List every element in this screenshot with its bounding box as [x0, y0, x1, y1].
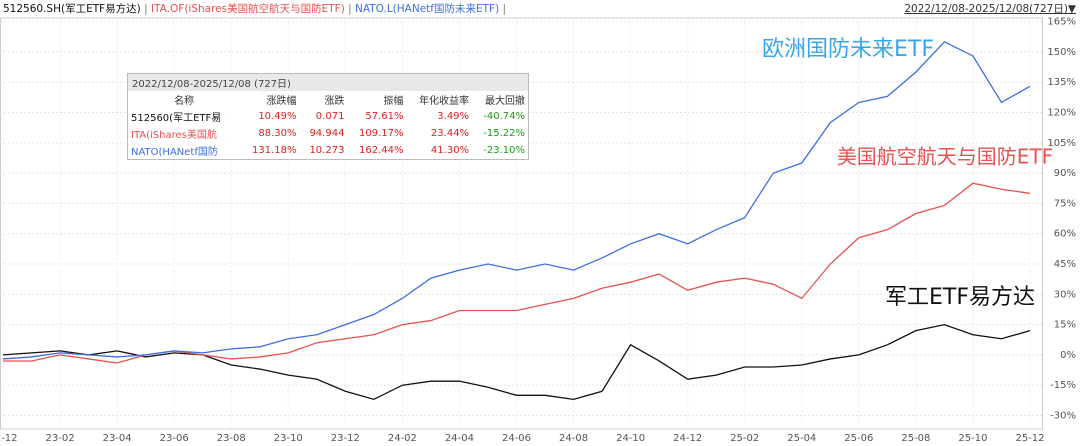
table-cell: 10.49%: [258, 111, 297, 122]
stats-title: 2022/12/08-2025/12/08 (727日): [128, 74, 528, 91]
plot-frame: [0, 17, 1043, 430]
row-name: NATO(HANetf国防: [131, 147, 218, 158]
date-range[interactable]: 2022/12/08-2025/12/08(727日)▼: [904, 3, 1076, 15]
header-row: 名称 涨跌幅 涨跌 振幅 年化收益率 最大回撤: [128, 91, 528, 108]
x-tick-label: 24-10: [616, 433, 645, 444]
y-tick-label: 105%: [1047, 138, 1076, 149]
y-tick-label: 120%: [1047, 108, 1076, 119]
separator: |: [140, 3, 151, 15]
table-cell: 0.071: [315, 111, 345, 122]
table-cell: 3.49%: [437, 111, 470, 122]
table-cell: -40.74%: [483, 111, 525, 122]
y-tick-label: 150%: [1047, 47, 1076, 58]
x-tick-label: 23-08: [217, 433, 246, 444]
table-cell: 88.30%: [258, 128, 297, 139]
y-tick-label: 0%: [1060, 350, 1076, 361]
column-header: 振幅: [383, 96, 404, 107]
y-tick-label: 60%: [1054, 229, 1076, 240]
annotation: 美国航空航天与国防ETF: [837, 145, 1053, 169]
y-tick-label: 135%: [1047, 77, 1076, 88]
column-header: 最大回撤: [485, 96, 525, 107]
table-cell: 131.18%: [251, 145, 297, 156]
table-cell: 41.30%: [430, 145, 470, 156]
x-tick-label: 24-08: [559, 433, 588, 444]
table-row: NATO(HANetf国防 131.18% 10.273 162.44% 41.30% -…: [128, 142, 528, 159]
table-cell: -23.10%: [483, 145, 525, 156]
table-cell: 57.61%: [365, 111, 404, 122]
x-tick-label: 24-06: [502, 433, 531, 444]
x-tick-label: 23-10: [274, 433, 303, 444]
x-tick-label: 25-08: [901, 433, 930, 444]
stats-panel: 2022/12/08-2025/12/08 (727日) 名称 涨跌幅 涨跌 振幅 年化…: [127, 73, 529, 160]
legend-entry[interactable]: 512560.SH(军工ETF易方达): [3, 3, 141, 15]
annotation: 欧洲国防未来ETF: [762, 37, 934, 62]
x-tick-label: 25-02: [730, 433, 759, 444]
table-cell: 109.17%: [359, 128, 404, 139]
legend-entry[interactable]: ITA.OF(iShares美国航空航天与国防ETF): [150, 3, 345, 15]
column-header: 涨跌: [324, 96, 345, 107]
legend: 512560.SH(军工ETF易方达) | ITA.OF(iShares美国航空…: [3, 1, 509, 16]
row-name: 512560(军工ETF易: [131, 113, 222, 124]
y-tick-label: 45%: [1054, 259, 1076, 270]
table-cell: 10.273: [309, 145, 345, 156]
x-tick-label: 23-04: [103, 433, 132, 444]
separator: |: [344, 3, 356, 15]
x-tick-label: 25-06: [844, 433, 873, 444]
y-tick-label: 75%: [1054, 198, 1076, 209]
table-cell: 23.44%: [430, 128, 470, 139]
y-tick-label: 90%: [1054, 168, 1076, 179]
separator: |: [499, 3, 510, 15]
x-tick-label: 25-12: [1015, 433, 1044, 444]
column-header: 涨跌幅: [266, 96, 297, 107]
column-header: 年化收益率: [419, 96, 470, 107]
legend-entry[interactable]: NATO.L(HANetf国防未来ETF): [355, 3, 500, 15]
x-tick-label: 24-02: [388, 433, 417, 444]
series-line: [2, 41, 1031, 360]
annotation: 军工ETF易方达: [885, 285, 1035, 310]
x-tick-label: 24-04: [445, 433, 474, 444]
table-cell: -15.22%: [483, 128, 525, 139]
x-tick-label: 23-12: [331, 433, 360, 444]
row-name: ITA(iShares美国航: [131, 130, 217, 141]
x-tick-label: 24-12: [673, 433, 702, 444]
y-tick-label: 165%: [1047, 17, 1076, 28]
y-tick-label: 30%: [1054, 289, 1076, 300]
table-cell: 162.44%: [359, 145, 404, 156]
x-tick-label: 22-12: [0, 433, 18, 444]
y-tick-label: -30%: [1050, 411, 1076, 422]
table-cell: 94.944: [309, 128, 345, 139]
x-tick-label: 25-10: [958, 433, 987, 444]
x-tick-label: 23-02: [46, 433, 75, 444]
y-tick-label: -15%: [1050, 380, 1076, 391]
column-header: 名称: [174, 96, 195, 107]
table-row: 512560(军工ETF易 10.49% 0.071 57.61% 3.49% -40.7…: [128, 108, 528, 125]
x-tick-label: 23-06: [160, 433, 189, 444]
series-line: [2, 323, 1031, 401]
x-tick-label: 25-04: [787, 433, 816, 444]
y-tick-label: 15%: [1054, 320, 1076, 331]
stats-table: 名称 涨跌幅 涨跌 振幅 年化收益率 最大回撤 512560(军工ETF易 10.49% 0.0…: [128, 91, 528, 159]
table-row: ITA(iShares美国航 88.30% 94.944 109.17% 23.44% -…: [128, 125, 528, 142]
